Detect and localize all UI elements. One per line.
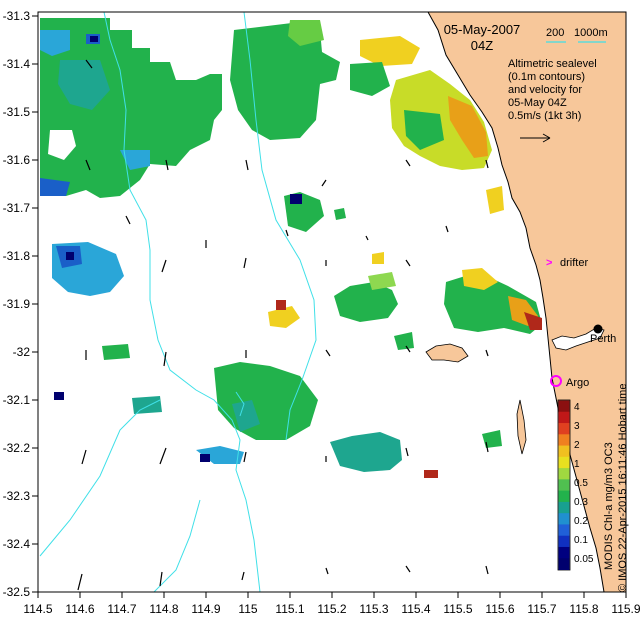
colorbar-segment: [558, 558, 570, 570]
sealevel-note-line2: (0.1m contours): [508, 71, 585, 83]
colorbar-label: 0.3: [574, 497, 588, 508]
y-tick-label: -31.5: [3, 105, 31, 119]
colorbar-segment: [558, 468, 570, 480]
perth-marker-icon: [593, 324, 603, 334]
colorbar-label: 4: [574, 402, 580, 413]
land-mass: [427, 12, 626, 592]
x-tick-label: 115: [238, 602, 257, 616]
colorbar-label: 3: [574, 421, 580, 432]
y-tick-label: -31.7: [3, 201, 31, 215]
x-tick-label: 115.8: [569, 602, 598, 616]
colorbar-segment: [558, 501, 570, 514]
colorbar-label: 2: [574, 440, 580, 451]
colorbar-label: 0.2: [574, 516, 588, 527]
colorbar-segment: [558, 400, 570, 413]
colorbar-segment: [558, 434, 570, 447]
y-tick-label: -32.1: [3, 393, 31, 407]
bathymetry-contours: [39, 12, 317, 592]
estuary: [551, 327, 605, 351]
argo-marker-icon: [550, 375, 562, 387]
y-tick-label: -31.6: [3, 153, 31, 167]
velocity-scale-arrowhead-icon: [542, 133, 551, 143]
colorbar: 4 3 2 1 0.5 0.3 0.2 0.1 0.05: [557, 399, 594, 571]
credit-label: © IMOS 22-Apr-2015 16:11:46 Hobart time: [617, 384, 629, 592]
colorbar-segment: [558, 456, 570, 469]
colorbar-segment: [558, 513, 570, 525]
x-tick-label: 115.7: [527, 602, 556, 616]
x-tick-label: 114.8: [149, 602, 178, 616]
colorbar-segment: [558, 423, 570, 435]
rottnest-island: [425, 343, 469, 363]
sealevel-note-line3: and velocity for: [508, 84, 582, 96]
sealevel-note-line5: 0.5m/s (1kt 3h): [508, 110, 581, 122]
y-tick-label: -32.4: [3, 537, 31, 551]
y-tick-label: -32: [13, 345, 31, 359]
x-tick-label: 114.6: [65, 602, 94, 616]
x-tick-label: 115.4: [401, 602, 430, 616]
y-axis: -31.3 -31.4 -31.5 -31.6 -31.7 -31.8 -31.9 -32 -3…: [3, 9, 38, 599]
velocity-arrows: [77, 59, 489, 591]
colorbar-segment: [558, 546, 570, 559]
colorbar-label: 0.5: [574, 478, 588, 489]
x-tick-label: 115.3: [359, 602, 388, 616]
y-tick-label: -31.8: [3, 249, 31, 263]
x-tick-label: 115.5: [443, 602, 472, 616]
depth-legend-200: 200: [546, 27, 564, 39]
drifter-marker-icon: >: [546, 257, 552, 269]
map-date-label: 05-May-2007: [444, 22, 521, 37]
x-tick-label: 114.7: [107, 602, 136, 616]
colorbar-segment: [558, 445, 570, 458]
colorbar-segment: [558, 479, 570, 492]
chlorophyll-patches: [40, 18, 542, 478]
colorbar-segment: [558, 411, 570, 424]
x-tick-label: 115.9: [611, 602, 640, 616]
depth-legend-1000: 1000m: [574, 27, 608, 39]
x-axis: 114.5 114.6 114.7 114.8 114.9 115 115.1 115.2 11…: [23, 592, 640, 616]
colorbar-label: 0.1: [574, 535, 588, 546]
argo-label: Argo: [566, 377, 589, 389]
y-tick-label: -31.3: [3, 9, 31, 23]
y-tick-label: -32.2: [3, 441, 31, 455]
perth-label: Perth: [590, 333, 616, 345]
drifter-label: drifter: [560, 257, 588, 269]
colorbar-segment: [558, 524, 570, 537]
x-tick-label: 114.5: [23, 602, 52, 616]
y-tick-label: -31.9: [3, 297, 31, 311]
garden-island: [516, 399, 527, 455]
x-tick-label: 114.9: [191, 602, 220, 616]
colorbar-segment: [558, 535, 570, 548]
x-tick-label: 115.6: [485, 602, 514, 616]
colorbar-label: 1: [574, 459, 580, 470]
y-tick-label: -31.4: [3, 57, 31, 71]
colorbar-label: 0.05: [574, 554, 594, 565]
colorbar-caption: MODIS Chl-a mg/m3 OC3: [603, 442, 615, 570]
sealevel-note-line1: Altimetric sealevel: [508, 58, 597, 70]
y-tick-label: -32.3: [3, 489, 31, 503]
sealevel-note-line4: 05-May 04Z: [508, 97, 567, 109]
y-tick-label: -32.5: [3, 585, 31, 599]
x-tick-label: 115.1: [275, 602, 304, 616]
map-time-label: 04Z: [471, 38, 493, 53]
x-tick-label: 115.2: [317, 602, 346, 616]
colorbar-segment: [558, 490, 570, 503]
